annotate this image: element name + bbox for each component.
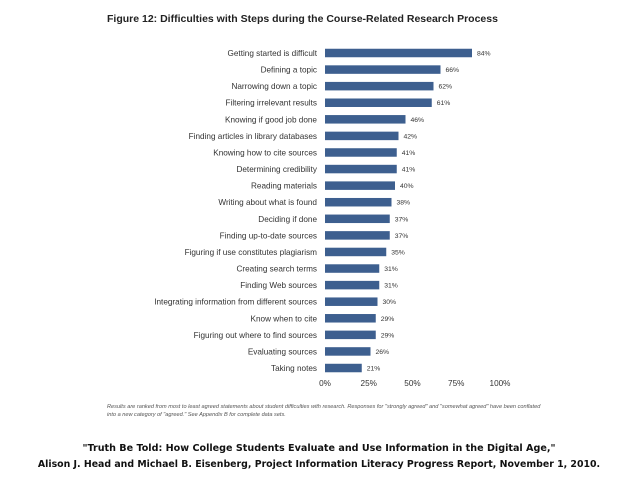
value-label: 46% — [411, 117, 425, 124]
chart-note: Results are ranked from most to least ag… — [107, 404, 541, 418]
category-label: Finding Web sources — [240, 281, 317, 290]
value-label: 37% — [395, 233, 409, 240]
category-label: Reading materials — [251, 182, 317, 191]
bar — [325, 347, 371, 356]
x-tick-label: 100% — [490, 379, 511, 388]
category-label: Creating search terms — [236, 265, 317, 274]
x-tick-label: 0% — [319, 379, 331, 388]
bar — [325, 363, 362, 373]
value-label: 61% — [437, 100, 451, 107]
bar — [325, 231, 390, 240]
value-label: 62% — [439, 84, 453, 91]
x-tick-label: 75% — [448, 379, 464, 388]
value-label: 40% — [400, 183, 414, 190]
bar — [325, 98, 432, 107]
value-label: 30% — [383, 299, 397, 306]
value-label: 37% — [395, 216, 409, 223]
bar — [325, 197, 392, 207]
bar — [325, 164, 397, 174]
value-label: 31% — [384, 266, 398, 273]
value-label: 66% — [446, 67, 460, 74]
bar — [325, 264, 380, 273]
value-label: 38% — [397, 200, 411, 207]
bar — [325, 48, 472, 58]
category-label: Know when to cite — [251, 314, 318, 323]
value-label: 41% — [402, 150, 416, 157]
category-label: Integrating information from different s… — [154, 298, 317, 307]
category-label: Knowing how to cite sources — [213, 148, 317, 157]
category-label: Finding up-to-date sources — [220, 231, 317, 240]
chart-title: Figure 12: Difficulties with Steps durin… — [107, 13, 498, 25]
category-label: Finding articles in library databases — [189, 132, 317, 141]
value-label: 35% — [391, 249, 405, 256]
value-label: 31% — [384, 283, 398, 290]
category-label: Writing about what is found — [218, 198, 317, 207]
value-label: 26% — [376, 349, 390, 356]
citation-title: "Truth Be Told: How College Students Eva… — [82, 443, 556, 454]
value-label: 41% — [402, 167, 416, 174]
category-label: Narrowing down a topic — [231, 82, 317, 91]
category-label: Filtering irrelevant results — [226, 99, 317, 108]
category-label: Evaluating sources — [248, 347, 317, 356]
x-tick-label: 25% — [361, 379, 377, 388]
bar — [325, 330, 376, 340]
bar — [325, 65, 441, 74]
bar — [325, 314, 376, 323]
citation-source: Alison J. Head and Michael B. Eisenberg,… — [37, 459, 601, 470]
bar — [325, 280, 380, 290]
category-label: Getting started is difficult — [228, 49, 318, 58]
value-label: 29% — [381, 316, 395, 323]
bar — [325, 214, 390, 224]
category-label: Figuring out where to find sources — [194, 331, 317, 340]
category-label: Defining a topic — [261, 66, 317, 75]
category-label: Taking notes — [271, 364, 317, 373]
category-label: Knowing if good job done — [225, 115, 317, 124]
value-label: 42% — [404, 133, 418, 140]
bar — [325, 131, 399, 141]
category-label: Determining credibility — [236, 165, 317, 174]
category-label: Figuring if use constitutes plagiarism — [185, 248, 318, 257]
category-label: Deciding if done — [258, 215, 317, 224]
value-label: 21% — [367, 366, 381, 373]
bar — [325, 115, 406, 124]
bar — [325, 148, 397, 157]
bar — [325, 181, 395, 190]
bar — [325, 247, 387, 257]
bar — [325, 297, 378, 306]
value-label: 84% — [477, 51, 491, 58]
value-label: 29% — [381, 332, 395, 339]
x-tick-label: 50% — [404, 379, 420, 388]
bar — [325, 81, 434, 91]
